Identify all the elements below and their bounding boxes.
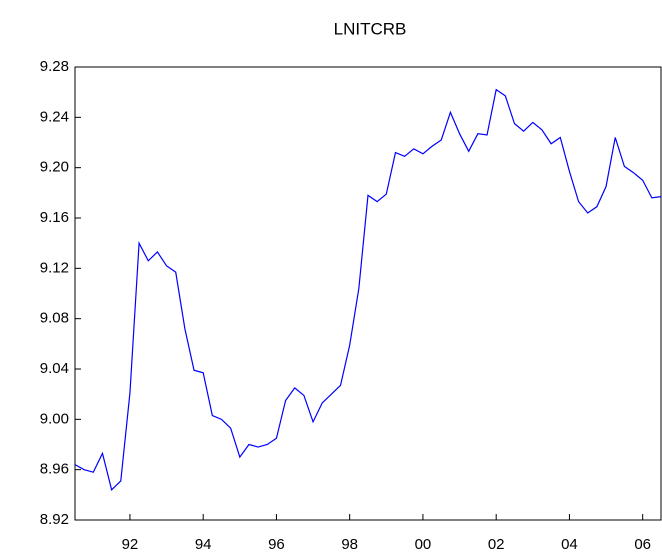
x-tick-label: 00 <box>415 536 432 552</box>
x-tick-label: 06 <box>634 536 651 552</box>
plot-frame <box>74 66 662 521</box>
x-tick-label: 92 <box>122 536 139 552</box>
x-tick-label: 94 <box>195 536 212 552</box>
y-tick-label: 9.20 <box>40 159 69 176</box>
y-tick-label: 9.24 <box>40 108 69 125</box>
y-tick-label: 8.96 <box>40 461 69 478</box>
x-tick-label: 98 <box>341 536 358 552</box>
y-tick-label: 9.00 <box>40 410 69 427</box>
series-line <box>74 88 662 491</box>
y-tick-label: 9.28 <box>40 58 69 75</box>
x-tick-label: 02 <box>488 536 505 552</box>
y-tick-label: 9.08 <box>40 310 69 327</box>
x-tick-label: 04 <box>561 536 578 552</box>
y-tick-label: 9.04 <box>40 360 69 377</box>
y-tick-label: 9.12 <box>40 259 69 276</box>
y-tick-label: 8.92 <box>40 511 69 528</box>
x-tick-label: 96 <box>268 536 285 552</box>
chart-title: LNITCRB <box>334 19 407 38</box>
y-tick-label: 9.16 <box>40 209 69 226</box>
